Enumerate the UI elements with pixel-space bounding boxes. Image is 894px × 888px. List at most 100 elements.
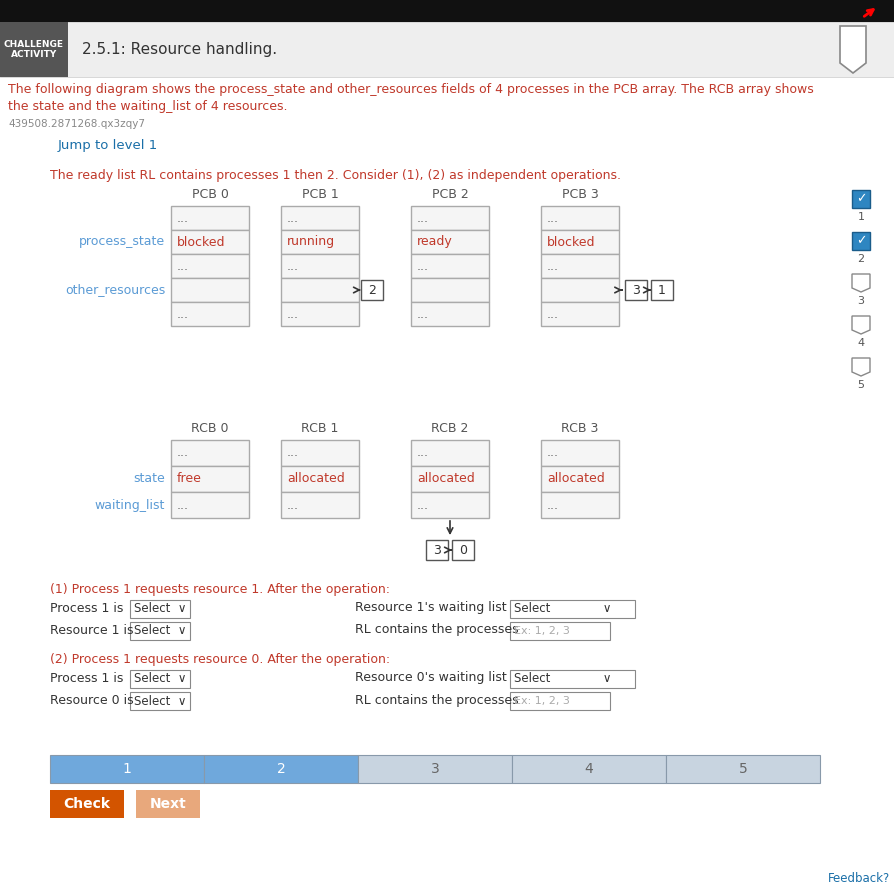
Text: 4: 4	[857, 338, 864, 348]
Text: Ex: 1, 2, 3: Ex: 1, 2, 3	[514, 696, 569, 706]
Bar	[281, 492, 359, 518]
Bar	[512, 755, 666, 783]
Text: 2.5.1: Resource handling.: 2.5.1: Resource handling.	[82, 42, 277, 57]
Text: allocated: allocated	[287, 472, 345, 486]
Text: Ex: 1, 2, 3: Ex: 1, 2, 3	[514, 626, 569, 636]
Text: CHALLENGE
ACTIVITY: CHALLENGE ACTIVITY	[4, 40, 64, 59]
Bar	[281, 466, 359, 492]
Bar	[541, 466, 619, 492]
Text: blocked: blocked	[177, 235, 225, 249]
Text: (1) Process 1 requests resource 1. After the operation:: (1) Process 1 requests resource 1. After…	[50, 583, 390, 597]
Text: ...: ...	[417, 447, 429, 459]
Bar	[281, 230, 359, 254]
Bar	[852, 232, 870, 250]
Bar	[510, 600, 635, 618]
Text: ...: ...	[417, 259, 429, 273]
Bar	[281, 254, 359, 278]
Bar	[130, 622, 190, 640]
Bar	[510, 622, 610, 640]
Polygon shape	[852, 316, 870, 334]
Text: 0: 0	[459, 543, 467, 557]
Text: 3: 3	[857, 296, 864, 306]
Bar	[130, 692, 190, 710]
Bar	[411, 254, 489, 278]
Bar	[281, 206, 359, 230]
Bar	[541, 302, 619, 326]
Text: Select  ∨: Select ∨	[134, 694, 187, 708]
Bar	[510, 670, 635, 688]
Text: PCB 0: PCB 0	[191, 188, 229, 202]
Bar	[541, 278, 619, 302]
Bar	[50, 755, 204, 783]
Bar	[171, 440, 249, 466]
Bar	[541, 492, 619, 518]
Text: Select              ∨: Select ∨	[514, 672, 611, 686]
Bar	[171, 278, 249, 302]
Text: ready: ready	[417, 235, 452, 249]
Text: 1: 1	[658, 283, 666, 297]
Text: 3: 3	[433, 543, 441, 557]
Text: ✓: ✓	[856, 193, 866, 205]
Bar	[426, 540, 448, 560]
Bar	[625, 280, 647, 300]
Text: ...: ...	[547, 307, 559, 321]
Text: ...: ...	[287, 211, 299, 225]
Text: PCB 1: PCB 1	[301, 188, 338, 202]
Bar	[510, 692, 610, 710]
Bar	[411, 278, 489, 302]
Text: ...: ...	[547, 259, 559, 273]
Bar	[130, 670, 190, 688]
Text: running: running	[287, 235, 335, 249]
Text: ...: ...	[177, 498, 189, 511]
Text: 2: 2	[276, 762, 285, 776]
Bar	[870, 0, 894, 22]
Text: RCB 0: RCB 0	[191, 422, 229, 434]
Text: state: state	[133, 472, 165, 486]
Text: Process 1 is: Process 1 is	[50, 601, 123, 614]
Text: 5: 5	[857, 380, 864, 390]
Bar	[136, 790, 200, 818]
Bar	[281, 278, 359, 302]
Bar	[411, 492, 489, 518]
Text: ...: ...	[547, 447, 559, 459]
Text: process_state: process_state	[79, 235, 165, 249]
Text: ...: ...	[287, 498, 299, 511]
Text: 439508.2871268.qx3zqy7: 439508.2871268.qx3zqy7	[8, 119, 145, 129]
Text: Select  ∨: Select ∨	[134, 624, 187, 638]
Bar	[171, 466, 249, 492]
Text: 1: 1	[122, 762, 131, 776]
Text: RCB 1: RCB 1	[301, 422, 339, 434]
Bar	[0, 22, 894, 77]
Bar	[171, 230, 249, 254]
Text: ...: ...	[177, 447, 189, 459]
Text: allocated: allocated	[417, 472, 475, 486]
Text: Select              ∨: Select ∨	[514, 602, 611, 615]
Text: The following diagram shows the process_state and other_resources fields of 4 pr: The following diagram shows the process_…	[8, 83, 814, 97]
Bar	[281, 440, 359, 466]
Bar	[171, 302, 249, 326]
Text: ✓: ✓	[856, 234, 866, 248]
Text: 5: 5	[738, 762, 747, 776]
Polygon shape	[840, 26, 866, 73]
Text: Select  ∨: Select ∨	[134, 672, 187, 686]
Text: the state and the waiting_list of 4 resources.: the state and the waiting_list of 4 reso…	[8, 100, 288, 114]
Text: RCB 2: RCB 2	[431, 422, 468, 434]
Bar	[651, 280, 673, 300]
Bar	[411, 206, 489, 230]
Bar	[171, 206, 249, 230]
Bar	[411, 230, 489, 254]
Bar	[541, 230, 619, 254]
Text: 4: 4	[585, 762, 594, 776]
Text: The ready list RL contains processes 1 then 2. Consider (1), (2) as independent : The ready list RL contains processes 1 t…	[50, 169, 621, 181]
Text: Resource 0 is: Resource 0 is	[50, 694, 133, 707]
Text: RCB 3: RCB 3	[561, 422, 599, 434]
Text: ...: ...	[177, 259, 189, 273]
Text: Feedback?: Feedback?	[828, 871, 890, 884]
Bar	[852, 190, 870, 208]
Bar	[0, 22, 68, 77]
Text: RL contains the processes: RL contains the processes	[355, 623, 519, 637]
Bar	[171, 254, 249, 278]
Text: Jump to level 1: Jump to level 1	[58, 139, 158, 152]
Text: free: free	[177, 472, 202, 486]
Text: blocked: blocked	[547, 235, 595, 249]
